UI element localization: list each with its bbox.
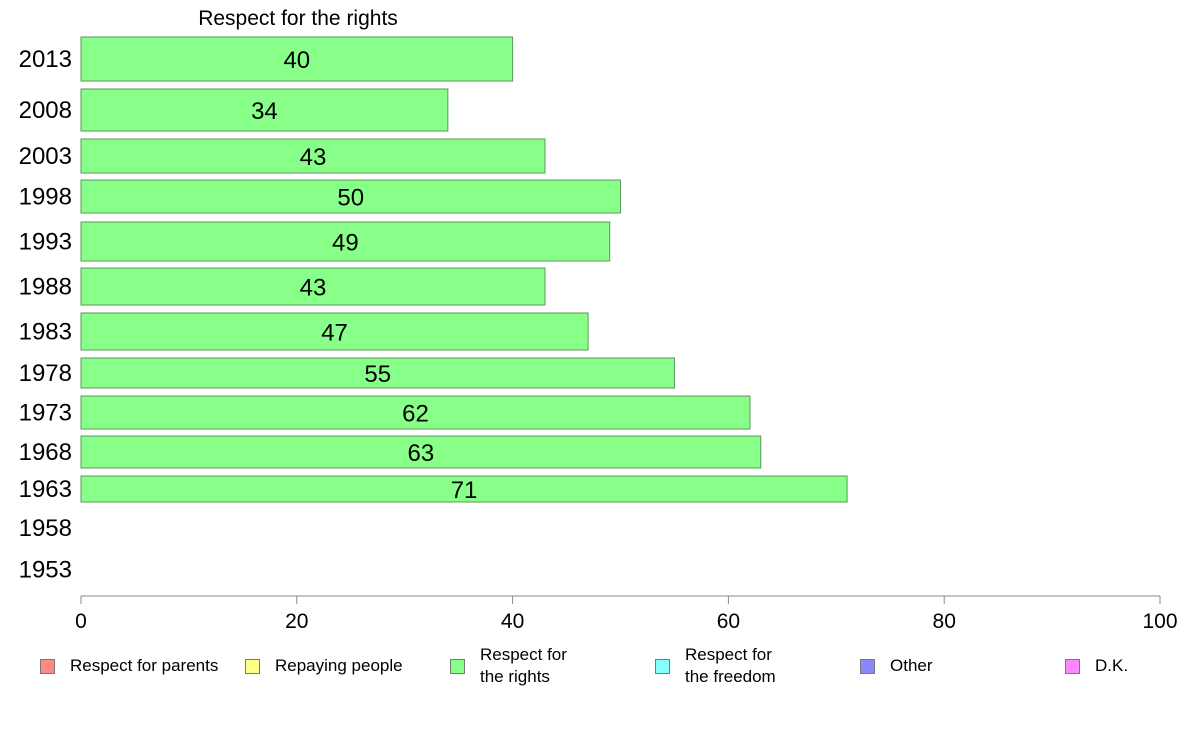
bar-value-label: 71 — [451, 477, 478, 504]
x-tick-label: 60 — [717, 610, 740, 633]
x-tick-label: 100 — [1142, 610, 1177, 633]
bar — [80, 88, 449, 132]
legend-swatch — [450, 658, 465, 674]
bar-value-label: 43 — [300, 275, 327, 302]
bar-value-label: 34 — [251, 98, 278, 125]
legend-item: Respect for the rights — [450, 645, 567, 686]
x-axis: 0 20 40 60 80 100 — [75, 595, 1178, 633]
legend-label: Other — [890, 656, 933, 675]
legend-label: Respect for parents — [70, 656, 219, 675]
bar — [80, 138, 546, 174]
legend-swatch — [40, 658, 55, 674]
legend-swatch — [655, 658, 670, 674]
legend-label: Respect for the rights — [480, 645, 567, 686]
legend-item: Respect for parents — [40, 646, 218, 686]
bar — [80, 36, 514, 82]
legend-swatch — [860, 658, 875, 674]
category-label: 1973 — [19, 400, 72, 427]
bar-value-label: 47 — [321, 320, 348, 347]
x-tick-label: 40 — [501, 610, 524, 633]
legend-label: D.K. — [1095, 656, 1129, 675]
bars-group — [80, 36, 848, 503]
bar-value-label: 43 — [300, 144, 327, 171]
bar — [80, 221, 611, 262]
legend-item: Respect for the freedom — [655, 645, 776, 686]
bar — [80, 357, 675, 389]
category-label: 1963 — [19, 476, 72, 503]
bar-value-label: 55 — [364, 361, 391, 388]
bar — [80, 312, 589, 351]
legend-item: Other — [860, 646, 933, 686]
legend-item: D.K. — [1065, 646, 1128, 686]
x-tick-label: 0 — [75, 610, 87, 633]
category-label: 1993 — [19, 229, 72, 256]
x-tick-label: 20 — [285, 610, 308, 633]
category-label: 1968 — [19, 439, 72, 466]
category-label: 1953 — [19, 557, 72, 584]
category-label: 1983 — [19, 319, 72, 346]
chart-title: Respect for the rights — [198, 7, 398, 30]
category-axis-labels: 2013 2008 2003 1998 1993 1988 1983 1978 1973 1968… — [19, 46, 72, 584]
bar — [80, 267, 546, 306]
bar — [80, 395, 751, 430]
bar-value-label: 63 — [408, 440, 435, 467]
bar — [80, 475, 848, 503]
legend-label: Repaying people — [275, 656, 403, 675]
category-label: 2003 — [19, 143, 72, 170]
legend-label: Respect for the freedom — [685, 645, 776, 686]
bar-value-label: 40 — [283, 47, 310, 74]
bar-value-label: 62 — [402, 401, 429, 428]
bar-value-label: 49 — [332, 230, 359, 257]
x-tick-label: 80 — [933, 610, 956, 633]
category-label: 1978 — [19, 360, 72, 387]
category-label: 1958 — [19, 515, 72, 542]
legend-swatch — [245, 658, 260, 674]
bar — [80, 179, 621, 214]
category-label: 1988 — [19, 274, 72, 301]
category-label: 2013 — [19, 46, 72, 73]
category-label: 1998 — [19, 184, 72, 211]
bar — [80, 435, 762, 469]
legend-swatch — [1065, 658, 1080, 674]
legend-item: Repaying people — [245, 646, 403, 686]
bar-value-label: 50 — [337, 185, 364, 212]
category-label: 2008 — [19, 97, 72, 124]
